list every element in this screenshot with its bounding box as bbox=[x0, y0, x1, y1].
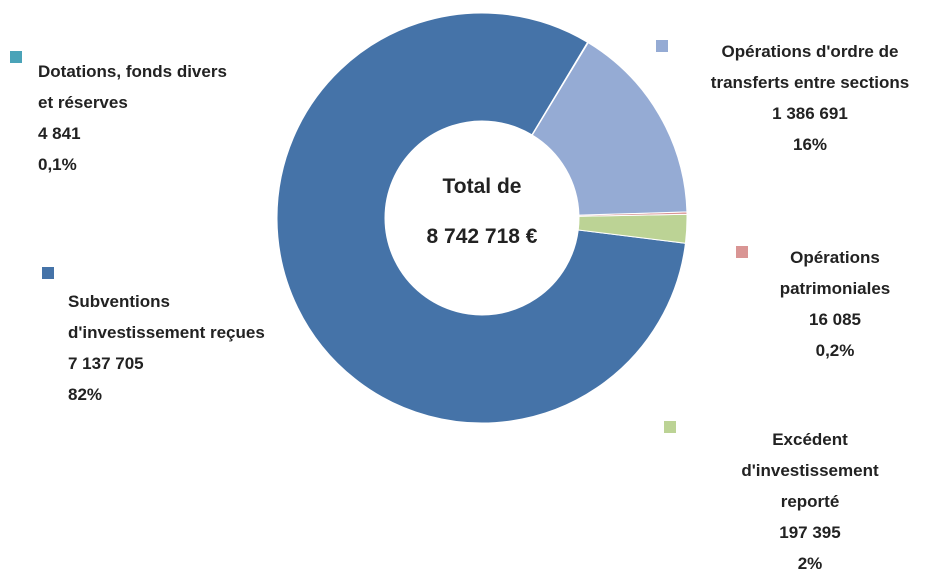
donut-segment bbox=[276, 12, 686, 424]
category-name: Opérations d'ordre de transferts entre s… bbox=[710, 42, 910, 92]
value-label: 7 137 705 bbox=[68, 354, 144, 373]
legend-marker bbox=[736, 246, 748, 258]
percent-label: 82% bbox=[68, 385, 103, 404]
legend-marker bbox=[10, 51, 22, 63]
percent-label: 16% bbox=[792, 135, 828, 154]
category-name: Subventions d'investissement reçues bbox=[68, 292, 265, 342]
data-label: Excédent d'investissement reporté 197 395… bbox=[725, 424, 895, 579]
category-name: Excédent d'investissement reporté bbox=[741, 430, 879, 511]
value-label: 16 085 bbox=[809, 310, 861, 329]
legend-marker bbox=[656, 40, 668, 52]
data-label: Dotations, fonds divers et réserves 4 841… bbox=[38, 56, 238, 180]
value-label: 1 386 691 bbox=[772, 104, 848, 123]
data-label: Opérations d'ordre de transferts entre s… bbox=[690, 36, 930, 160]
donut-segment bbox=[577, 213, 688, 244]
value-label: 4 841 bbox=[38, 124, 81, 143]
value-label: 197 395 bbox=[779, 523, 841, 542]
percent-label: 0,2% bbox=[815, 341, 855, 360]
category-name: Dotations, fonds divers et réserves bbox=[38, 62, 227, 112]
category-name: Opérations patrimoniales bbox=[779, 248, 891, 298]
legend-marker bbox=[664, 421, 676, 433]
percent-label: 2% bbox=[797, 554, 823, 573]
donut-segment bbox=[531, 41, 589, 136]
data-label: Opérations patrimoniales 16 085 0,2% bbox=[750, 242, 920, 366]
legend-marker bbox=[42, 267, 54, 279]
center-label: 8 742 718 € bbox=[427, 225, 538, 248]
data-label: Subventions d'investissement reçues 7 137… bbox=[68, 286, 268, 410]
center-label: Total de bbox=[443, 175, 522, 198]
donut-segment bbox=[531, 41, 688, 216]
percent-label: 0,1% bbox=[38, 155, 77, 174]
